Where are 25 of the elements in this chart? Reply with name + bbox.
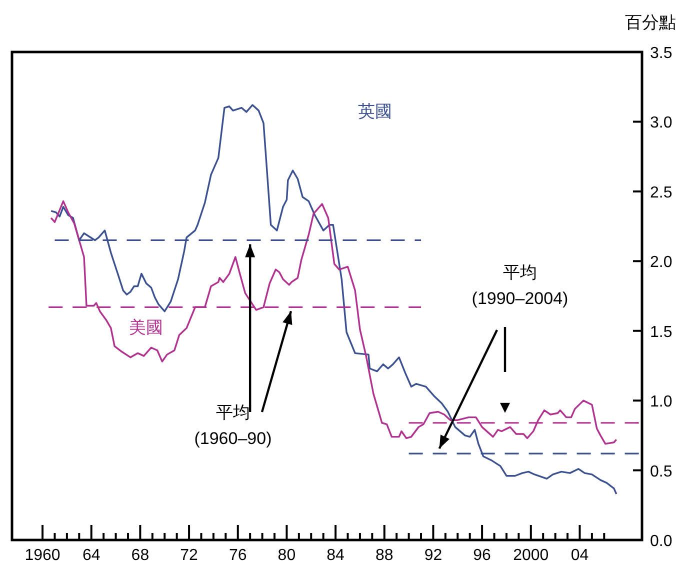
y-tick-label: 3.5 — [650, 45, 672, 62]
text: 英國 — [358, 102, 392, 121]
y-tick-label: 3.0 — [650, 114, 672, 132]
y-tick-label: 1.0 — [650, 394, 672, 411]
x-tick-label: 76 — [228, 547, 247, 561]
annotation: 平均 (1960–90) — [194, 403, 272, 448]
x-tick-label: 88 — [375, 547, 394, 561]
x-tick-label: 2000 — [513, 547, 549, 561]
x-tick-label: 68 — [131, 547, 150, 561]
y-tick-label: 0.5 — [650, 463, 672, 480]
x-tick-label: 64 — [82, 547, 100, 561]
y-tick-label: 2.0 — [650, 254, 672, 272]
x-tick-label: 72 — [180, 547, 198, 561]
y-axis-title: 百分點 — [625, 13, 676, 32]
y-tick-label: 1.5 — [650, 324, 672, 341]
x-tick-label: 1960 — [24, 547, 60, 561]
annotation: 平均 (1990–2004) — [472, 263, 568, 308]
y-tick-label: 2.5 — [650, 184, 672, 202]
x-tick-label: 04 — [570, 547, 589, 561]
series-label: 美國 — [129, 318, 163, 337]
x-tick-label: 80 — [278, 547, 296, 561]
x-tick-label: 84 — [326, 547, 345, 561]
y-tick-label: 0.0 — [650, 533, 672, 550]
x-tick-label: 96 — [473, 547, 492, 561]
x-tick-label: 92 — [424, 547, 442, 561]
